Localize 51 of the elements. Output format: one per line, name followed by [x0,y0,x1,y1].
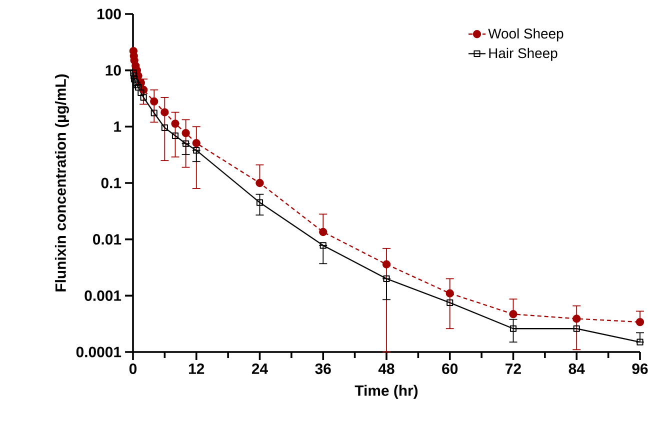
legend-label: Wool Sheep [488,28,564,42]
point [256,178,264,188]
point [171,120,180,128]
point [256,199,264,206]
point [382,260,391,268]
point [446,289,454,298]
x-tick-label: 84 [568,363,585,374]
point [140,94,147,101]
x-tick-label: 0 [129,363,137,374]
point [636,318,644,326]
point [193,147,200,154]
point [573,325,580,332]
y-axis-title: Flunixin concentration (µg/mL) [54,74,69,292]
point [130,70,137,76]
y-tick-label: 100 [98,8,121,20]
point [446,299,454,306]
x-tick-label: 72 [506,363,521,374]
point [134,84,142,91]
x-tick-label: 12 [189,363,204,374]
y-tick-label: 0.01 [93,234,122,245]
point [572,314,581,323]
x-tick-label: 36 [315,363,331,374]
point [182,140,190,147]
x-tick-label: 60 [442,363,458,374]
x-tick-label: 96 [632,363,648,374]
point [150,110,158,116]
point [320,242,326,249]
point [319,228,328,236]
point [150,97,158,106]
y-tick-label: 0.001 [84,290,122,301]
legend-label: Hair Sheep [489,48,558,61]
point [160,108,169,116]
y-tick-label: 10 [106,65,121,76]
point [131,76,138,82]
y-tick-label: 1 [114,122,122,132]
point [130,72,138,80]
point [161,124,168,131]
point [182,128,190,138]
point [138,89,144,96]
point [509,310,518,318]
point [636,338,644,346]
point [134,82,140,88]
x-tick-label: 24 [252,363,268,374]
x-axis-title: Time (hr) [354,384,418,399]
point [172,132,179,140]
point [510,325,517,332]
y-tick-label: 0.0001 [76,346,122,358]
point [192,139,200,148]
point [383,275,390,282]
y-tick-label: 0.1 [101,178,122,188]
x-tick-label: 48 [378,363,394,374]
